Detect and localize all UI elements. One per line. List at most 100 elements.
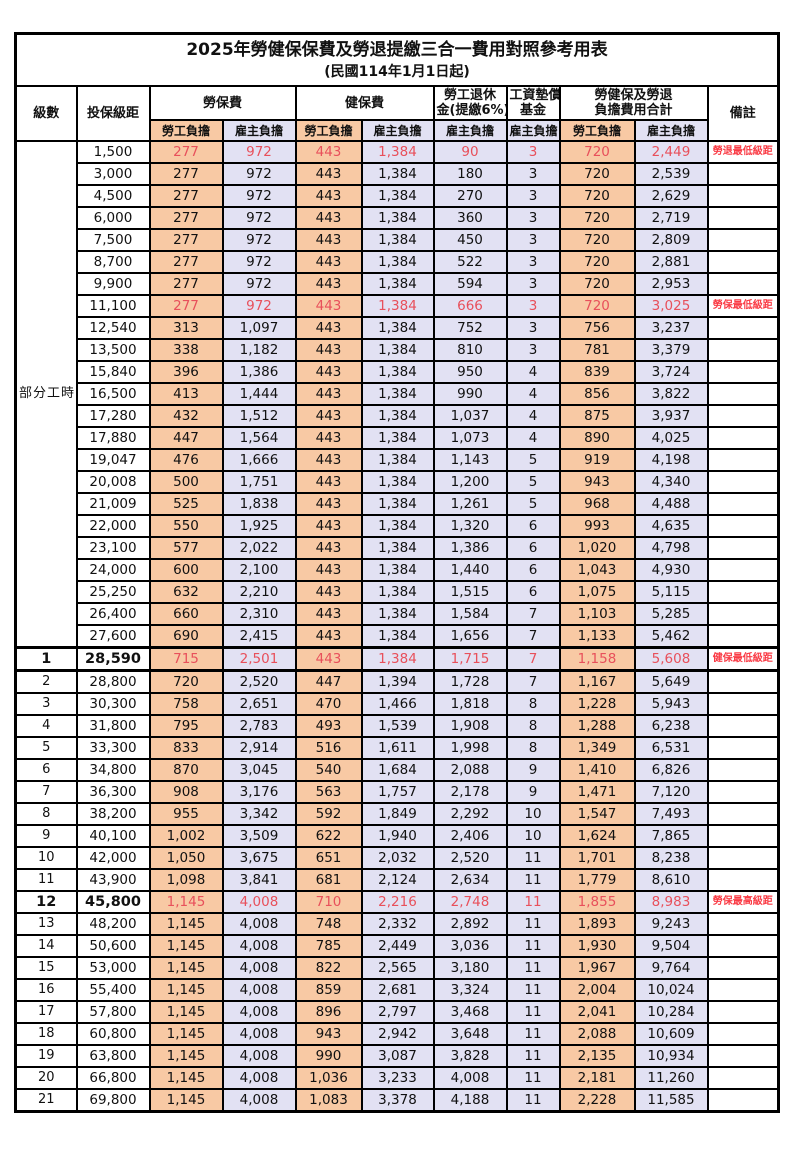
cell-health-employer: 2,681 xyxy=(360,978,435,1002)
cell-labor-employee: 1,098 xyxy=(148,868,224,892)
cell-health-employer: 1,384 xyxy=(360,404,435,428)
cell-pension-employer: 2,634 xyxy=(432,868,508,892)
table-row: 9,900 277 972 443 1,384 594 3 720 2,953 xyxy=(16,272,780,296)
cell-health-employer: 1,539 xyxy=(360,714,435,738)
table-row: 19 63,800 1,145 4,008 990 3,087 3,828 11 2,135 10… xyxy=(14,1044,780,1068)
cell-health-employee: 1,036 xyxy=(294,1066,363,1090)
col-header-remark: 備註 xyxy=(706,85,780,142)
cell-wagefund-employer: 7 xyxy=(505,624,561,649)
table-row: 1 28,590 715 2,501 443 1,384 1,715 7 1,158 5,608 健… xyxy=(14,646,780,672)
level-cell: 3 xyxy=(14,692,78,716)
cell-labor-employee: 1,145 xyxy=(148,1000,224,1024)
cell-total-employee: 781 xyxy=(558,338,636,362)
cell-health-employer: 1,384 xyxy=(360,360,435,384)
cell-total-employee: 1,133 xyxy=(558,624,636,649)
cell-health-employer: 1,611 xyxy=(360,736,435,760)
cell-total-employee: 1,701 xyxy=(558,846,636,870)
cell-labor-employee: 720 xyxy=(148,669,224,694)
remark-cell xyxy=(706,692,780,716)
bracket-cell: 36,300 xyxy=(75,780,151,804)
cell-total-employee: 2,228 xyxy=(558,1088,636,1113)
cell-health-employer: 2,124 xyxy=(360,868,435,892)
cell-labor-employee: 715 xyxy=(148,646,224,672)
cell-health-employer: 1,384 xyxy=(360,558,435,582)
cell-total-employee: 2,135 xyxy=(558,1044,636,1068)
cell-labor-employee: 870 xyxy=(148,758,224,782)
cell-total-employer: 2,809 xyxy=(633,228,709,252)
remark-cell xyxy=(706,206,780,230)
cell-pension-employer: 1,656 xyxy=(432,624,508,649)
cell-labor-employer: 972 xyxy=(221,250,297,274)
cell-labor-employer: 1,097 xyxy=(221,316,297,340)
remark-cell xyxy=(706,514,780,538)
sub-header-row: 勞工負擔 雇主負擔 勞工負擔 雇主負擔 雇主負擔 雇主負擔 勞工負擔 雇主負擔 xyxy=(16,119,779,142)
level-cell: 7 xyxy=(14,780,78,804)
cell-labor-employee: 1,145 xyxy=(148,978,224,1002)
cell-wagefund-employer: 3 xyxy=(505,294,561,318)
table-row: 12 45,800 1,145 4,008 710 2,216 2,748 11 1,855 8,… xyxy=(14,890,780,914)
bracket-cell: 27,600 xyxy=(75,624,151,649)
bracket-cell: 40,100 xyxy=(75,824,151,848)
table-row: 12,540 313 1,097 443 1,384 752 3 756 3,237 xyxy=(16,316,780,340)
total-line2: 負擔費用合計 xyxy=(594,103,673,118)
bracket-cell: 50,600 xyxy=(75,934,151,958)
remark-cell xyxy=(706,1000,780,1024)
cell-pension-employer: 2,178 xyxy=(432,780,508,804)
cell-labor-employee: 1,145 xyxy=(148,934,224,958)
cell-labor-employer: 4,008 xyxy=(221,934,297,958)
bracket-cell: 66,800 xyxy=(75,1066,151,1090)
table-row: 26,400 660 2,310 443 1,384 1,584 7 1,103 5,285 xyxy=(16,602,780,626)
cell-health-employer: 1,384 xyxy=(360,624,435,649)
cell-total-employer: 7,865 xyxy=(633,824,709,848)
level-cell: 11 xyxy=(14,868,78,892)
cell-labor-employee: 690 xyxy=(148,624,224,649)
remark-cell xyxy=(706,360,780,384)
cell-total-employer: 10,284 xyxy=(633,1000,709,1024)
cell-wagefund-employer: 11 xyxy=(505,1044,561,1068)
table-row: 7,500 277 972 443 1,384 450 3 720 2,809 xyxy=(16,228,780,252)
cell-wagefund-employer: 11 xyxy=(505,934,561,958)
cell-labor-employee: 758 xyxy=(148,692,224,716)
cell-total-employer: 6,826 xyxy=(633,758,709,782)
cell-total-employer: 9,243 xyxy=(633,912,709,936)
cell-labor-employer: 4,008 xyxy=(221,956,297,980)
cell-health-employer: 1,384 xyxy=(360,514,435,538)
cell-health-employer: 1,384 xyxy=(360,294,435,318)
cell-total-employer: 2,719 xyxy=(633,206,709,230)
cell-pension-employer: 522 xyxy=(432,250,508,274)
cell-health-employee: 443 xyxy=(294,140,363,164)
cell-health-employer: 1,384 xyxy=(360,316,435,340)
cell-total-employer: 2,539 xyxy=(633,162,709,186)
cell-health-employee: 470 xyxy=(294,692,363,716)
cell-total-employee: 1,547 xyxy=(558,802,636,826)
cell-pension-employer: 360 xyxy=(432,206,508,230)
cell-total-employee: 1,855 xyxy=(558,890,636,914)
col-header-wagefund: 工資墊償 基金 xyxy=(505,85,561,121)
cell-total-employee: 720 xyxy=(558,206,636,230)
cell-wagefund-employer: 10 xyxy=(505,824,561,848)
cell-labor-employee: 413 xyxy=(148,382,224,406)
bracket-cell: 60,800 xyxy=(75,1022,151,1046)
table-row: 14 50,600 1,145 4,008 785 2,449 3,036 11 1,930 9,… xyxy=(14,934,780,958)
cell-total-employee: 2,088 xyxy=(558,1022,636,1046)
cell-pension-employer: 3,180 xyxy=(432,956,508,980)
cell-health-employee: 622 xyxy=(294,824,363,848)
cell-pension-employer: 752 xyxy=(432,316,508,340)
level-cell: 4 xyxy=(14,714,78,738)
cell-labor-employee: 277 xyxy=(148,162,224,186)
cell-wagefund-employer: 3 xyxy=(505,228,561,252)
cell-labor-employer: 2,783 xyxy=(221,714,297,738)
level-cell: 18 xyxy=(14,1022,78,1046)
cell-health-employer: 2,942 xyxy=(360,1022,435,1046)
wagefund-line2: 基金 xyxy=(519,103,546,118)
bracket-cell: 24,000 xyxy=(75,558,151,582)
cell-total-employee: 720 xyxy=(558,272,636,296)
cell-wagefund-employer: 4 xyxy=(505,426,561,450)
table-row: 17,880 447 1,564 443 1,384 1,073 4 890 4,025 xyxy=(16,426,780,450)
remark-cell xyxy=(706,580,780,604)
total-line1: 勞健保及勞退 xyxy=(594,88,673,103)
cell-labor-employer: 4,008 xyxy=(221,1088,297,1113)
cell-health-employee: 681 xyxy=(294,868,363,892)
cell-labor-employer: 972 xyxy=(221,228,297,252)
cell-pension-employer: 4,008 xyxy=(432,1066,508,1090)
